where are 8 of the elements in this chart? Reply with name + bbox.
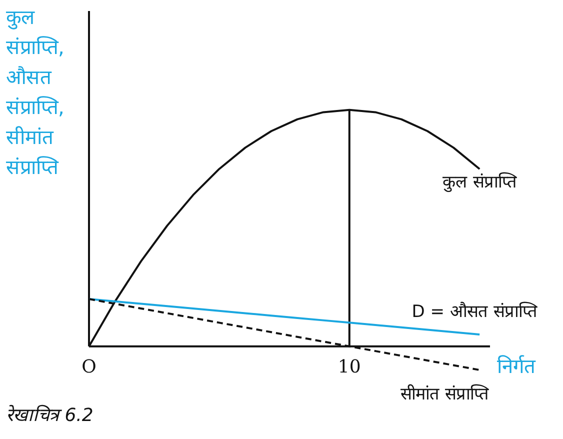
x-tick-label: 10 bbox=[338, 356, 361, 378]
series-label: सीमांत संप्राप्ति bbox=[400, 384, 489, 405]
x-tick-label: O bbox=[82, 356, 96, 378]
series-label: कुल संप्राप्ति bbox=[442, 172, 517, 193]
y-axis-title: कुल संप्राप्ति, औसत संप्राप्ति, सीमांत संप्राप्ति bbox=[6, 4, 66, 181]
series-label: D = औसत संप्राप्ति bbox=[412, 301, 538, 322]
text: रेखाचित्र 6.2 bbox=[6, 404, 94, 426]
x-axis-title: निर्गत bbox=[497, 353, 535, 379]
